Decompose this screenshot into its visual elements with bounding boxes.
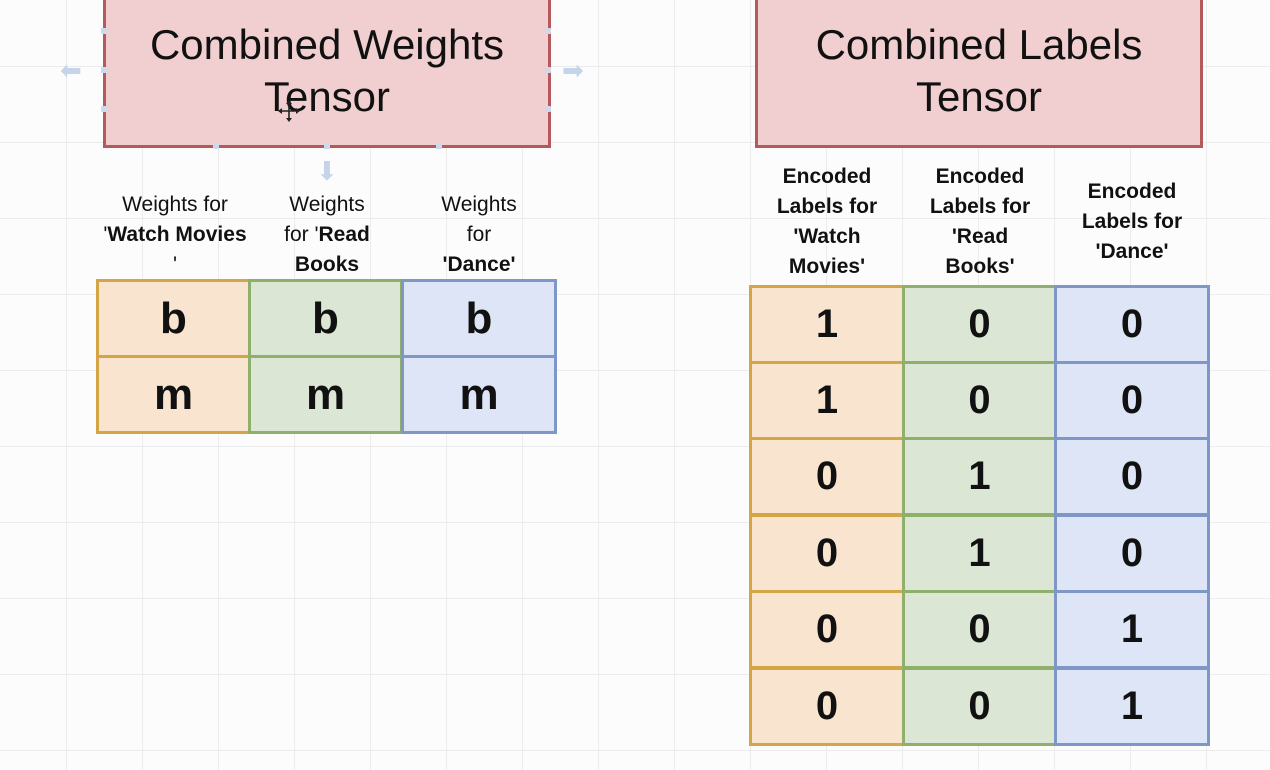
weights-cell: b [96, 279, 251, 358]
weights-cell: m [96, 355, 251, 434]
label-cell: 1 [902, 437, 1057, 516]
selection-handle-icon[interactable] [101, 106, 107, 112]
weights-tensor-title-box[interactable]: Combined Weights Tensor [103, 0, 551, 148]
label-cell: 0 [1054, 437, 1210, 516]
label-cell: 0 [1054, 361, 1210, 440]
move-cursor-icon [278, 100, 300, 122]
weights-cell: b [401, 279, 557, 358]
weights-tensor-grid: b b b m m m [96, 279, 557, 434]
labels-header-read-books: Encoded Labels for 'Read Books' [929, 165, 1031, 278]
weights-cell: m [248, 355, 403, 434]
labels-tensor-title-box[interactable]: Combined Labels Tensor [755, 0, 1203, 148]
labels-tensor-grid: 1 0 0 1 0 0 0 1 0 0 1 0 0 0 1 0 0 1 [749, 285, 1210, 746]
selection-handle-icon[interactable] [545, 67, 551, 73]
weights-header-dance: Weights for 'Dance' [441, 193, 517, 276]
label-cell: 0 [1054, 514, 1210, 593]
label-cell: 0 [1054, 285, 1210, 364]
label-cell: 0 [902, 285, 1057, 364]
selection-handle-icon[interactable] [213, 143, 219, 149]
weights-header-read-books: Weights for 'Read Books ' [284, 193, 370, 306]
label-cell: 0 [902, 361, 1057, 440]
selection-handle-icon[interactable] [436, 143, 442, 149]
nudge-arrow-right-icon[interactable]: ➡ [562, 55, 584, 85]
label-cell: 1 [1054, 667, 1210, 746]
weights-cell: m [401, 355, 557, 434]
labels-header-dance: Encoded Labels for 'Dance' [1081, 180, 1183, 263]
nudge-arrow-left-icon[interactable]: ⬅ [60, 55, 82, 85]
weights-title-line1: Combined Weights [149, 21, 505, 68]
nudge-arrow-down-icon[interactable]: ⬇ [316, 156, 338, 186]
selection-handle-icon[interactable] [101, 28, 107, 34]
label-cell: 1 [749, 285, 905, 364]
label-cell: 0 [902, 667, 1057, 746]
weights-cell: b [248, 279, 403, 358]
label-cell: 1 [749, 361, 905, 440]
label-cell: 0 [902, 590, 1057, 669]
selection-handle-icon[interactable] [101, 67, 107, 73]
selection-handle-icon[interactable] [545, 106, 551, 112]
selection-handle-icon[interactable] [545, 28, 551, 34]
labels-header-watch-movies: Encoded Labels for 'Watch Movies' [776, 165, 878, 278]
label-cell: 1 [1054, 590, 1210, 669]
label-cell: 1 [902, 514, 1057, 593]
label-cell: 0 [749, 590, 905, 669]
selection-handle-icon[interactable] [324, 143, 330, 149]
label-cell: 0 [749, 514, 905, 593]
labels-title-line1: Combined Labels [815, 21, 1143, 68]
labels-title-line2: Tensor [915, 73, 1043, 120]
label-cell: 0 [749, 437, 905, 516]
label-cell: 0 [749, 667, 905, 746]
weights-header-watch-movies: Weights for 'Watch Movies ' [103, 193, 247, 276]
weights-title-line2: Tensor [263, 73, 391, 120]
